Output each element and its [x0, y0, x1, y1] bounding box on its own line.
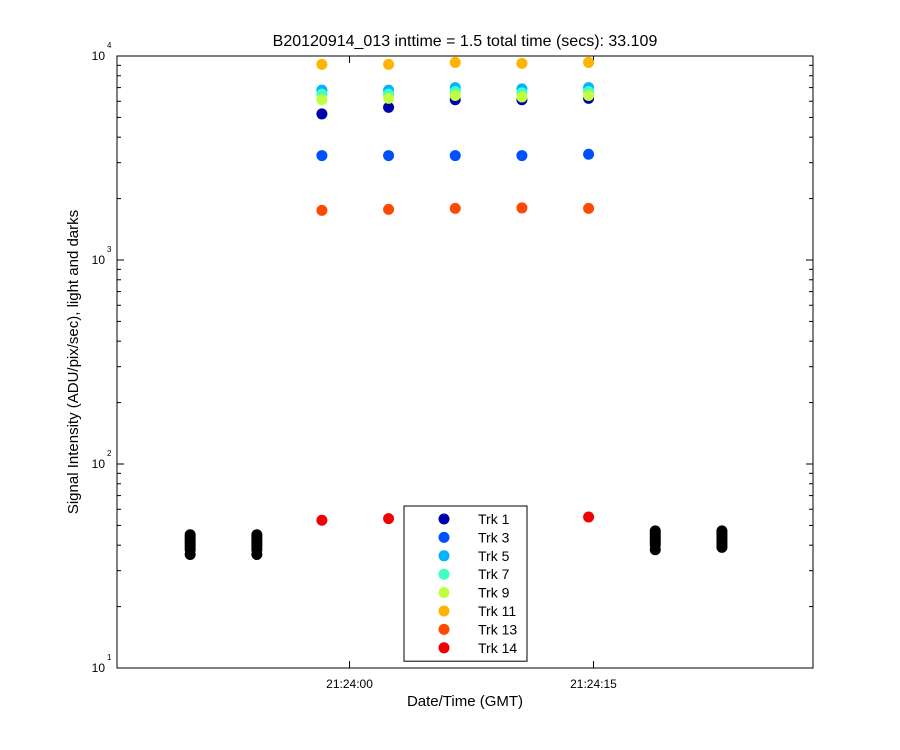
dark-point [649, 525, 661, 537]
y-tick-exponent: 3 [107, 245, 112, 254]
data-point [316, 58, 328, 70]
data-point [449, 56, 461, 68]
data-point [583, 511, 595, 523]
data-point [316, 94, 328, 106]
data-point [316, 108, 328, 120]
data-point [516, 57, 528, 69]
legend-label: Trk 11 [478, 603, 516, 619]
data-point [449, 202, 461, 214]
data-point [316, 150, 328, 162]
legend-label: Trk 5 [478, 548, 510, 564]
legend-label: Trk 7 [478, 566, 510, 582]
legend-marker [438, 568, 450, 580]
plot-frame [116, 55, 814, 669]
y-tick-label: 10 [92, 457, 106, 471]
legend-label: Trk 13 [478, 621, 517, 637]
data-point [583, 148, 595, 160]
y-tick-label: 10 [92, 253, 106, 267]
data-point [449, 150, 461, 162]
y-tick-label: 10 [92, 661, 106, 675]
x-tick-label: 21:24:15 [570, 677, 617, 691]
dark-point [716, 525, 728, 537]
y-tick-exponent: 4 [107, 41, 112, 50]
data-point [383, 150, 395, 162]
data-point [316, 204, 328, 216]
y-tick-exponent: 1 [107, 653, 112, 662]
x-tick-label: 21:24:00 [326, 677, 373, 691]
data-point [316, 514, 328, 526]
plot-area [116, 55, 814, 669]
legend-label: Trk 9 [478, 585, 510, 601]
legend-marker [438, 587, 450, 599]
x-axis-label: Date/Time (GMT) [407, 693, 523, 710]
legend: Trk 1 Trk 3 Trk 5 Trk 7 Trk 9 Trk 11 Trk 13 Trk… [403, 505, 528, 662]
dark-point [251, 529, 263, 541]
data-point [583, 202, 595, 214]
chart-title: B20120914_013 inttime = 1.5 total time (… [273, 33, 658, 50]
legend-label: Trk 3 [478, 529, 510, 545]
dark-point [184, 529, 196, 541]
data-point [383, 101, 395, 113]
data-point [383, 58, 395, 70]
legend-label: Trk 14 [478, 640, 517, 656]
data-point [383, 92, 395, 104]
legend-label: Trk 1 [478, 511, 510, 527]
legend-marker [438, 605, 450, 617]
data-point [383, 513, 395, 525]
legend-marker [438, 550, 450, 562]
data-point [516, 150, 528, 162]
y-axis-label: Signal Intensity (ADU/pix/sec), light an… [65, 210, 82, 514]
data-point [449, 90, 461, 102]
legend-box [403, 505, 528, 662]
data-point [583, 56, 595, 68]
data-point [516, 202, 528, 214]
legend-marker [438, 623, 450, 635]
data-point [383, 203, 395, 215]
legend-marker [438, 642, 450, 654]
legend-marker [438, 531, 450, 543]
legend-marker [438, 513, 450, 525]
y-tick-label: 10 [92, 49, 106, 63]
data-points [184, 56, 728, 561]
y-tick-exponent: 2 [107, 449, 112, 458]
data-point [583, 90, 595, 102]
data-point [516, 91, 528, 103]
